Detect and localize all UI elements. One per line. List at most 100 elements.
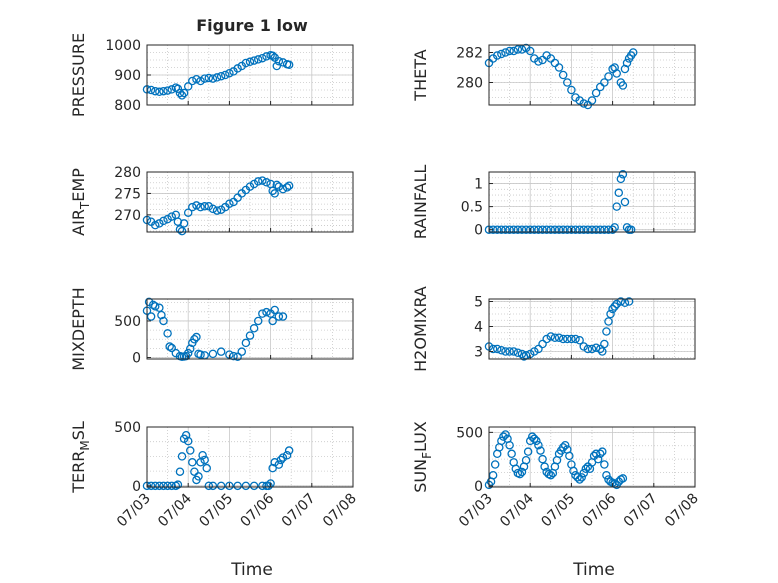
data-point [262,178,271,187]
data-point [563,225,572,234]
data-point [536,446,545,455]
axes-box [488,426,696,488]
data-point [616,297,626,306]
data-point [513,45,523,54]
data-point [581,464,591,474]
subplot-8: 0 500 07/03 07/04 07/05 07/06 07/07 07/08 SUNFLU… [411,421,702,530]
data-point [598,347,607,356]
data-point [542,334,551,344]
data-point [282,183,292,192]
data-point [208,204,218,214]
y-axis-label: AIRTEMP [69,168,92,236]
subplot-4: 0 0.5 1 RAINFALL [411,165,696,240]
y-axis-label: THETA [411,49,430,101]
data-point [550,225,560,234]
data-point [517,45,527,54]
y-tick-label: 280 [456,76,483,92]
y-tick-label: 500 [114,314,141,330]
data-point [253,55,263,64]
data-point [591,225,601,234]
data-point [190,334,199,344]
data-point [177,226,187,236]
data-point [192,332,201,342]
data-point [488,470,498,480]
y-axis-label: TERRMSL [69,421,92,494]
axes-box [146,426,354,488]
data-point [534,225,543,234]
data-point [501,347,510,356]
data-point [614,188,624,198]
y-axis-label: MIXDEPTH [69,287,88,370]
data-point [208,74,218,83]
data-point [167,212,176,221]
data-point [196,76,205,86]
data-point [505,46,514,56]
data-point [534,57,543,66]
data-point [540,462,549,471]
data-point [159,481,168,491]
data-point [258,176,267,185]
data-point [198,450,207,460]
y-tick-label: 0.5 [461,200,483,216]
data-point [194,472,203,481]
axes-box [146,171,354,233]
data-point [571,225,580,234]
y-axis-label: RAINFALL [411,165,430,240]
data-point [523,447,533,456]
data-point [216,481,226,491]
data-point [569,466,578,476]
y-tick-label: 4 [474,320,483,336]
data-point [525,46,535,56]
data-point [567,225,576,234]
axes-box [488,44,696,106]
data-point [167,343,176,353]
data-point [278,312,288,321]
data-point [573,473,582,482]
x-tick-label: 07/08 [320,491,360,531]
data-point [167,481,176,491]
data-point [204,73,214,83]
data-point [258,309,267,318]
axes-box [488,171,696,233]
data-point [186,446,195,455]
data-point [602,327,611,336]
y-tick-label: 282 [456,46,483,62]
x-tick-label: 07/06 [580,490,620,530]
data-point [546,225,556,234]
data-point [622,58,632,68]
y-tick-label: 270 [114,208,141,224]
data-point [505,225,514,234]
y-tick-label: 900 [114,68,141,84]
data-point [600,78,609,87]
y-tick-label: 1 [474,177,483,193]
data-point [534,344,543,354]
y-tick-label: 0 [132,479,141,495]
x-tick-label: 07/05 [538,491,578,531]
x-tick-label: 07/08 [662,491,702,531]
subplot-3: 270 275 280 AIRTEMP [69,165,354,236]
y-axis-label: PRESSURE [69,33,88,117]
data-point [229,351,238,361]
x-tick-label: 07/07 [279,491,319,531]
data-point [190,467,199,476]
y-tick-label: 0 [474,223,483,239]
x-tick-label: 07/04 [497,490,537,530]
y-tick-label: 0 [474,479,483,495]
y-tick-label: 500 [114,420,141,436]
data-point [284,60,294,70]
data-point [192,74,201,84]
data-point [604,317,613,326]
data-point [507,449,516,459]
data-point [268,463,277,473]
data-point [150,481,160,491]
data-point [571,334,580,344]
data-point [509,46,518,56]
data-point [583,225,593,234]
x-tick-label: 07/03 [114,491,154,531]
data-point [554,225,564,234]
data-point [163,481,172,491]
subplot-5: 0 500 MIXDEPTH [69,287,354,371]
data-point [624,297,634,306]
y-tick-label: 800 [114,98,141,114]
data-point [554,333,564,342]
